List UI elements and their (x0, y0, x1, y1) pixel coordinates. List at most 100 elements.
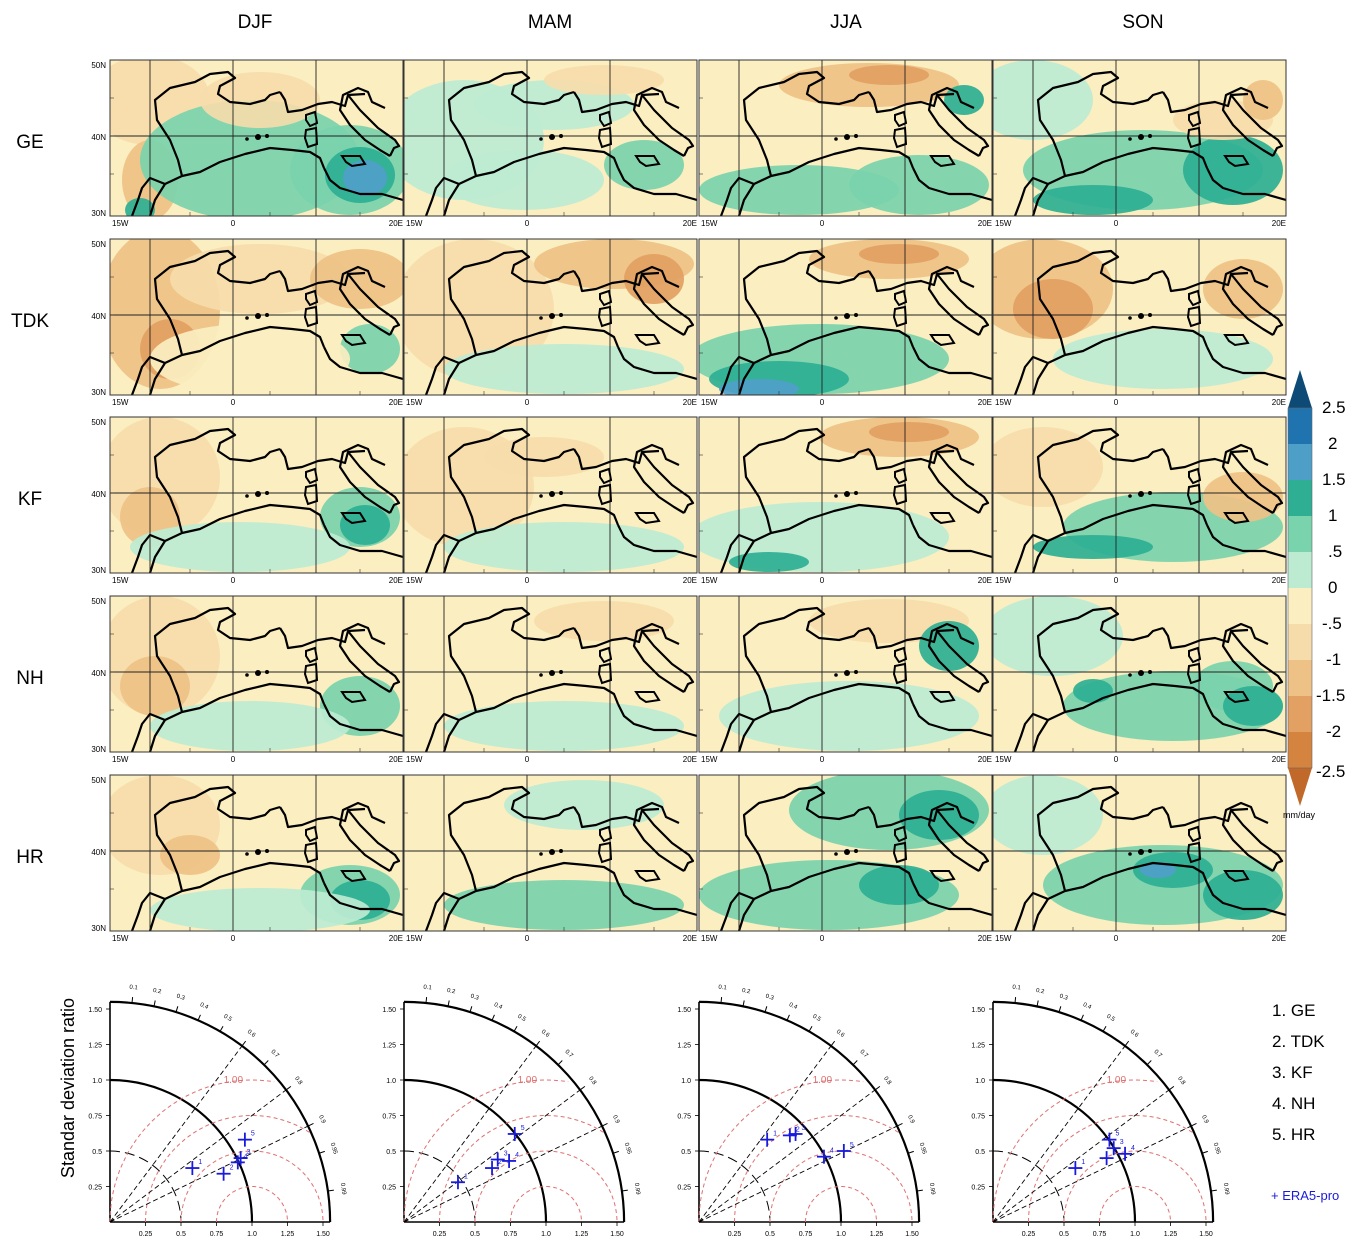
std-tick-label: 0.25 (433, 1231, 447, 1238)
corr-tick-label: 0.2 (446, 988, 456, 996)
taylor-point-label: 5 (521, 1125, 525, 1132)
corr-tick-label: 0.6 (1129, 1029, 1140, 1039)
corr-tick-label: 0.8 (882, 1076, 892, 1087)
std-tick-label: 0.25 (1022, 1231, 1036, 1238)
std-tick-label: 0.25 (677, 1185, 691, 1192)
std-tick-label: 1.0 (836, 1231, 846, 1238)
corr-tick-label: 0.9 (317, 1114, 326, 1125)
lon-label: 15W (406, 398, 423, 407)
taylor-point-3: 3 (1106, 1139, 1124, 1156)
map-panel-ge-mam: 15W 0 20E (403, 59, 698, 228)
column-title-jja: JJA (830, 12, 862, 33)
std-tick-label: 1.0 (92, 1078, 102, 1085)
corr-tick-label: 0.99 (339, 1183, 347, 1196)
colorbar-label: -1.5 (1316, 686, 1345, 705)
corr-tick-label: 0.4 (1082, 1002, 1093, 1011)
std-tick-label: 0.75 (1093, 1231, 1107, 1238)
lon-label: 20E (978, 576, 992, 585)
colorbar-bin-n1 (1288, 660, 1312, 696)
std-tick-label: 1.0 (975, 1078, 985, 1085)
corr-tick-label: 0.9 (1200, 1114, 1209, 1125)
lon-label: 15W (406, 576, 423, 585)
std-tick-label: 0.75 (382, 1114, 396, 1121)
corr-tick-label: 0.99 (633, 1183, 641, 1196)
marker-legend: + ERA5-pro (1271, 1188, 1339, 1203)
corr-tick-label: 0.3 (470, 994, 480, 1002)
map-panel-hr-mam: 15W 0 20E (403, 774, 698, 943)
legend-item: 5. HR (1272, 1125, 1315, 1144)
lat-label: 30N (91, 924, 106, 933)
row-title-hr: HR (16, 847, 43, 868)
lon-label: 20E (389, 934, 403, 943)
lon-label: 20E (1272, 576, 1286, 585)
taylor-point-4: 4 (816, 1148, 834, 1164)
corr-tick-label: 0.8 (587, 1076, 597, 1087)
lon-label: 0 (1114, 219, 1119, 228)
taylor-point-5: 5 (507, 1125, 525, 1141)
lon-label: 15W (406, 934, 423, 943)
map-panel-tdk-djf: 50N 40N 30N 15W 0 20E (91, 238, 404, 407)
lon-label: 20E (683, 576, 697, 585)
colorbar-bin-p1 (1288, 480, 1312, 516)
legend-item: 4. NH (1272, 1094, 1315, 1113)
taylor-point-3: 3 (788, 1125, 806, 1141)
lon-label: 20E (389, 755, 403, 764)
lon-label: 20E (389, 398, 403, 407)
std-tick-label: 1.0 (1130, 1231, 1140, 1238)
corr-tick-label: 0.9 (611, 1114, 620, 1125)
map-panel-tdk-son: 15W 0 20E (992, 238, 1287, 407)
lon-label: 20E (683, 398, 697, 407)
corr-tick-label: 0.8 (293, 1076, 303, 1087)
std-tick-label: 0.75 (210, 1231, 224, 1238)
lon-label: 20E (978, 219, 992, 228)
taylor-diagram-jja: 1.00 0.1 0.2 0.3 0.4 0.5 0.6 0.7 0.8 0.9 0.95 0.99 0… (677, 985, 935, 1238)
corr-tick-label: 0.1 (129, 985, 139, 992)
map-panel-nh-djf: 50N 40N 30N 15W 0 20E (91, 595, 404, 764)
lon-label: 0 (525, 398, 530, 407)
map-panel-tdk-mam: 15W 0 20E (403, 238, 698, 407)
rms-label: 1.00 (224, 1075, 244, 1086)
taylor-point-label: 2 (498, 1159, 502, 1166)
lon-label: 15W (701, 576, 718, 585)
taylor-point-2: 2 (782, 1126, 800, 1143)
taylor-point-label: 3 (247, 1149, 251, 1156)
map-panel-kf-jja: 15W 0 20E (698, 416, 993, 585)
std-tick-label: 1.50 (382, 1007, 396, 1014)
colorbar-label: .5 (1328, 542, 1342, 561)
map-panel-kf-son: 15W 0 20E (992, 416, 1287, 585)
std-tick-label: 0.75 (677, 1114, 691, 1121)
colorbar-bin-p0 (1288, 552, 1312, 588)
lon-label: 15W (406, 219, 423, 228)
colorbar-label: -1 (1326, 650, 1341, 669)
lon-label: 0 (820, 576, 825, 585)
std-tick-label: 1.50 (610, 1231, 624, 1238)
lon-label: 15W (112, 934, 129, 943)
std-tick-label: 0.25 (139, 1231, 153, 1238)
taylor-point-1: 1 (760, 1131, 777, 1147)
corr-tick-label: 0.95 (1212, 1142, 1222, 1156)
std-tick-label: 0.5 (681, 1149, 691, 1156)
taylor-point-label: 1 (198, 1159, 202, 1166)
taylor-point-1: 1 (185, 1159, 202, 1176)
lat-label: 30N (91, 209, 106, 218)
lat-label: 50N (91, 776, 106, 785)
colorbar-label: 1 (1328, 506, 1337, 525)
lon-label: 15W (701, 219, 718, 228)
lon-label: 0 (525, 576, 530, 585)
map-panel-nh-jja: 15W 0 20E (698, 595, 993, 764)
std-tick-label: 1.25 (281, 1231, 295, 1238)
std-tick-label: 1.25 (971, 1043, 985, 1050)
corr-tick-label: 0.5 (811, 1014, 822, 1024)
taylor-point-label: 4 (830, 1148, 834, 1155)
taylor-diagram-son: 1.00 0.1 0.2 0.3 0.4 0.5 0.6 0.7 0.8 0.9 0.95 0.99 0… (971, 985, 1229, 1238)
lon-label: 15W (995, 934, 1012, 943)
map-panel-kf-djf: 50N 40N 30N 15W 0 20E (91, 416, 404, 585)
std-tick-label: 0.25 (382, 1185, 396, 1192)
lon-label: 20E (1272, 755, 1286, 764)
column-title-mam: MAM (528, 12, 572, 33)
taylor-point-label: 2 (230, 1165, 234, 1172)
taylor-point-5: 5 (836, 1142, 854, 1158)
corr-tick-label: 0.4 (493, 1002, 504, 1011)
taylor-point-label: 4 (515, 1152, 519, 1159)
lon-label: 0 (525, 755, 530, 764)
